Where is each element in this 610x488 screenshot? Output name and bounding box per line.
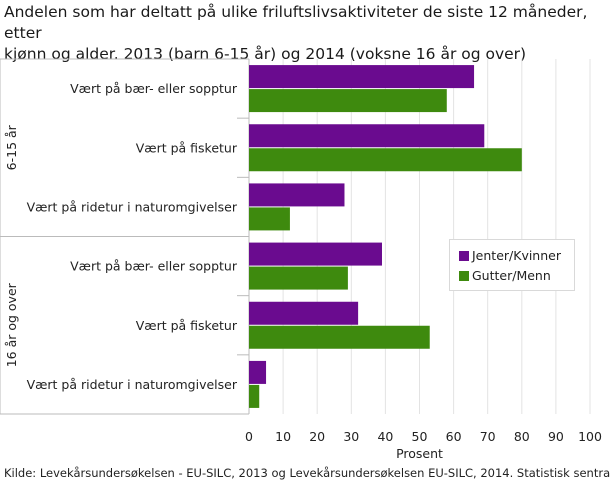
legend-swatch-series-1 (459, 251, 469, 261)
category-label: Vært på ridetur i naturomgivelser (27, 199, 238, 214)
x-tick-label: 100 (578, 429, 602, 444)
legend-swatch-series-2 (459, 271, 469, 281)
category-label: Vært på fisketur (136, 140, 238, 155)
x-tick-label: 0 (245, 429, 253, 444)
group-label: 16 år og over (4, 282, 19, 367)
bar-series-2 (249, 148, 522, 172)
x-tick-label: 60 (446, 429, 462, 444)
bar-series-1 (249, 301, 359, 325)
bar-series-1 (249, 242, 382, 266)
legend-item-series-2: Gutter/Menn (459, 268, 551, 283)
bar-series-1 (249, 65, 475, 89)
x-tick-label: 20 (309, 429, 325, 444)
category-label: Vært på bær- eller sopptur (70, 81, 238, 96)
bar-series-1 (249, 183, 345, 207)
category-label: Vært på fisketur (136, 318, 238, 333)
bar-series-2 (249, 266, 348, 290)
bar-series-2 (249, 207, 290, 231)
legend-label-series-1: Jenter/Kvinner (472, 248, 561, 263)
legend-label-series-2: Gutter/Menn (472, 268, 551, 283)
x-tick-label: 80 (514, 429, 530, 444)
bar-series-2 (249, 325, 430, 349)
category-label: Vært på bær- eller sopptur (70, 259, 238, 274)
group-label: 6-15 år (4, 124, 19, 170)
chart-title-line-1: Andelen som har deltatt på ulike friluft… (4, 3, 588, 42)
source-note: Kilde: Levekårsundersøkelsen - EU-SILC, … (4, 466, 610, 480)
x-tick-label: 30 (343, 429, 359, 444)
legend-item-series-1: Jenter/Kvinner (459, 248, 561, 263)
bar-series-1 (249, 124, 485, 148)
x-tick-label: 50 (412, 429, 428, 444)
bar-series-1 (249, 360, 267, 384)
category-label: Vært på ridetur i naturomgivelser (27, 377, 238, 392)
x-tick-label: 70 (480, 429, 496, 444)
bar-series-2 (249, 384, 260, 408)
legend: Jenter/Kvinner Gutter/Menn (449, 239, 575, 291)
x-tick-label: 90 (548, 429, 564, 444)
x-tick-label: 10 (275, 429, 291, 444)
x-axis-title: Prosent (396, 446, 443, 461)
bar-series-2 (249, 89, 447, 113)
x-tick-label: 40 (377, 429, 393, 444)
